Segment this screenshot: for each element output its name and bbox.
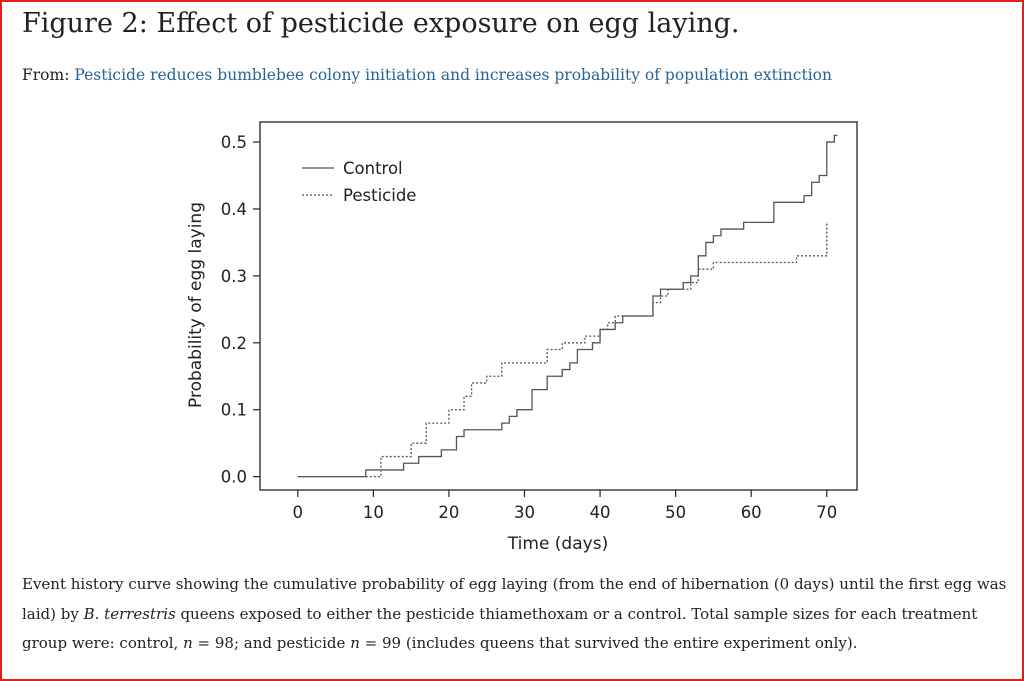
source-line: From: Pesticide reduces bumblebee colony…	[22, 66, 832, 84]
y-axis-label: Probability of egg laying	[186, 202, 206, 408]
caption-text-4: = 99 (includes queens that survived the …	[359, 634, 858, 652]
x-axis-label: Time (days)	[507, 534, 608, 554]
x-tick-label: 60	[741, 503, 762, 522]
figure-title: Figure 2: Effect of pesticide exposure o…	[22, 8, 740, 39]
legend-label-control: Control	[343, 159, 403, 178]
species-epithet: terrestris	[104, 604, 176, 623]
x-tick-label: 0	[293, 503, 304, 522]
n-symbol: n	[183, 634, 193, 652]
control-series-line	[297, 134, 838, 478]
species-genus: B.	[83, 604, 105, 623]
axis-ticks: 0 10 20 30 40 50 60 70 0.0 0.1 0.2 0.3 0.4 0.5	[221, 133, 838, 522]
y-tick-label: 0.3	[221, 267, 247, 286]
chart-container: 0 10 20 30 40 50 60 70 0.0 0.1 0.2 0.3 0.4 0.5 Contro…	[186, 121, 858, 554]
n-symbol: n	[350, 634, 360, 652]
y-tick-label: 0.2	[221, 334, 247, 353]
chart-legend: Control Pesticide	[302, 159, 416, 205]
x-tick-label: 70	[816, 503, 837, 522]
x-tick-label: 10	[363, 503, 384, 522]
caption-text-2: queens exposed to either the pesticide t…	[22, 604, 978, 653]
y-tick-label: 0.4	[221, 200, 247, 219]
y-tick-label: 0.5	[221, 133, 247, 152]
x-tick-label: 20	[438, 503, 459, 522]
caption-text-3: = 98; and pesticide	[192, 634, 351, 652]
y-tick-label: 0.1	[221, 401, 247, 420]
x-tick-label: 30	[514, 503, 535, 522]
pesticide-series-line	[297, 222, 828, 478]
from-label: From:	[22, 66, 70, 84]
x-tick-label: 50	[665, 503, 686, 522]
figure-caption: Event history curve showing the cumulati…	[22, 570, 1014, 659]
caption-text-1: Event history curve showing the cumulati…	[22, 575, 1007, 623]
egg-laying-chart: 0 10 20 30 40 50 60 70 0.0 0.1 0.2 0.3 0.4 0.5 Contro…	[186, 121, 858, 554]
series-lines	[297, 134, 838, 478]
plot-frame	[259, 121, 858, 491]
source-article-link[interactable]: Pesticide reduces bumblebee colony initi…	[74, 66, 832, 84]
y-tick-label: 0.0	[221, 468, 247, 487]
x-tick-label: 40	[590, 503, 611, 522]
legend-label-pesticide: Pesticide	[343, 186, 416, 205]
